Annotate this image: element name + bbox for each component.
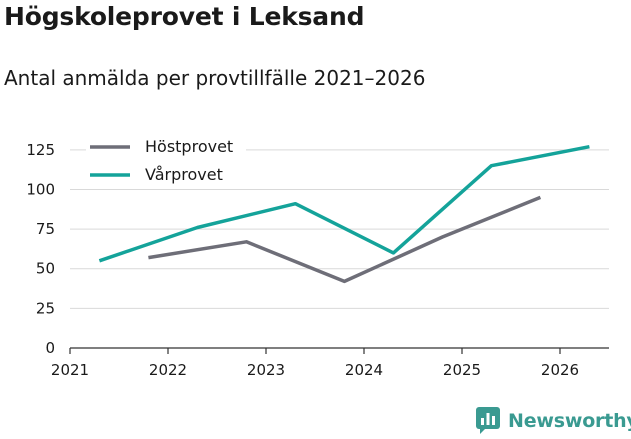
x-tick-label-2026: 2026 xyxy=(541,361,579,379)
y-tick-label-0: 0 xyxy=(45,339,55,357)
y-tick-label-50: 50 xyxy=(36,260,55,278)
x-tick-label-2023: 2023 xyxy=(247,361,285,379)
x-tick-label-2024: 2024 xyxy=(345,361,383,379)
series-line-varprovet xyxy=(98,144,590,263)
legend-label-varprovet: Vårprovet xyxy=(145,165,223,184)
x-tick-label-2021: 2021 xyxy=(51,361,89,379)
chart-title: Högskoleprovet i Leksand xyxy=(4,2,365,31)
x-tick-label-2025: 2025 xyxy=(443,361,481,379)
y-tick-label-100: 100 xyxy=(26,180,55,198)
chart-subtitle: Antal anmälda per provtillfälle 2021–202… xyxy=(4,66,426,90)
series-line-hostprovet xyxy=(148,195,542,284)
newsworthy-logo-icon xyxy=(476,407,500,434)
legend-label-hostprovet: Höstprovet xyxy=(145,137,233,156)
newsworthy-brand: Newsworthy xyxy=(476,407,631,435)
y-tick-label-125: 125 xyxy=(26,141,55,159)
brand-name: Newsworthy xyxy=(508,410,631,432)
x-tick-label-2022: 2022 xyxy=(149,361,187,379)
y-tick-label-25: 25 xyxy=(36,299,55,317)
y-tick-label-75: 75 xyxy=(36,220,55,238)
